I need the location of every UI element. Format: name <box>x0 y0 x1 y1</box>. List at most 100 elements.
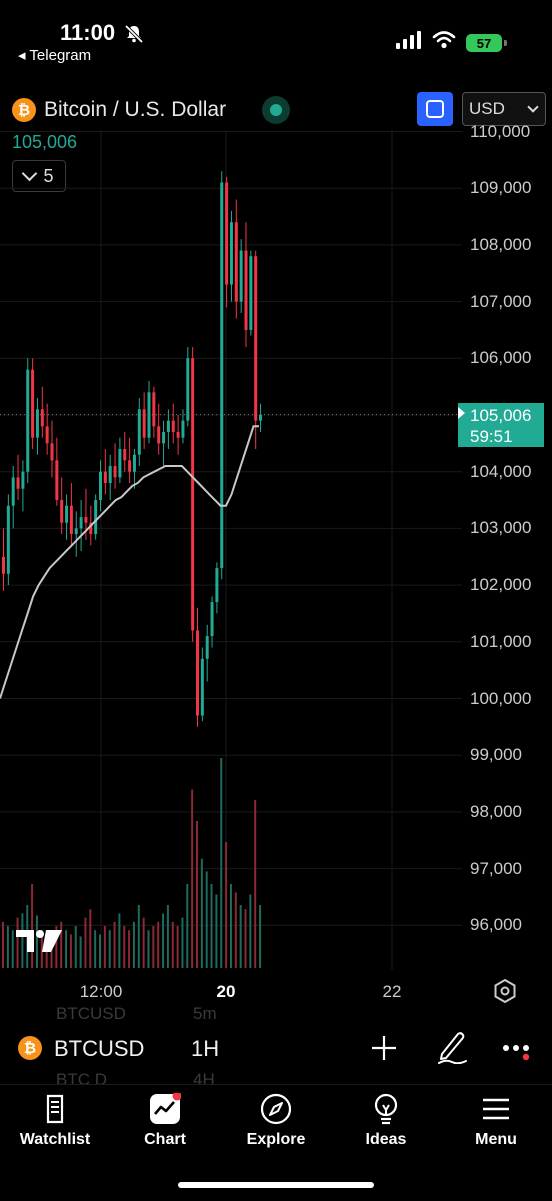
volume-bar <box>234 892 237 968</box>
volume-bar <box>35 915 38 968</box>
tab-label: Watchlist <box>19 1131 91 1148</box>
volume-bar <box>137 905 140 968</box>
price-tick-label: 98,000 <box>470 801 522 821</box>
ticker-selector[interactable]: BTCUSD <box>54 1036 145 1061</box>
compass-icon <box>260 1093 292 1125</box>
ghost-ticker-above: BTCUSD <box>56 1004 126 1023</box>
candle-body <box>74 528 78 535</box>
chart-icon <box>150 1093 181 1124</box>
candle-body <box>220 182 224 569</box>
volume-bar <box>147 930 150 968</box>
price-tick-label: 97,000 <box>470 858 522 878</box>
more-options-icon[interactable] <box>502 1036 532 1062</box>
volume-bar <box>74 926 77 968</box>
volume-bar <box>215 894 218 968</box>
lightbulb-icon <box>374 1093 398 1125</box>
cellular-signal-icon <box>396 31 421 49</box>
interval-selector[interactable]: 1H <box>191 1036 220 1061</box>
tab-chart[interactable]: Chart <box>110 1093 220 1163</box>
volume-bar <box>229 884 232 968</box>
candle-body <box>118 449 122 478</box>
volume-bar <box>65 930 68 968</box>
candle-body <box>215 568 219 603</box>
symbol-header[interactable]: ₿ Bitcoin / U.S. Dollar <box>12 94 226 126</box>
price-tick-label: 109,000 <box>470 178 532 198</box>
volume-bar <box>103 926 106 968</box>
currency-value: USD <box>469 99 505 118</box>
candle-body <box>171 420 175 433</box>
price-tick-label: 104,000 <box>470 461 532 481</box>
price-tick-label: 102,000 <box>470 575 532 595</box>
candle-body <box>94 500 98 535</box>
volume-bar <box>89 909 92 968</box>
price-axis[interactable]: 110,000 109,000 108,000 107,000 106,000 104,0… <box>462 0 552 1000</box>
candle-body <box>6 505 10 574</box>
plus-icon[interactable] <box>370 1034 398 1062</box>
candle-body <box>142 409 146 438</box>
time-axis[interactable]: 12:00 20 22 <box>0 978 460 1006</box>
current-price-label: 105,006 <box>470 406 532 425</box>
candle-body <box>162 432 166 444</box>
volume-bar <box>118 913 121 968</box>
watchlist-icon <box>46 1094 64 1124</box>
volume-bar <box>200 858 203 968</box>
price-tick-label: 99,000 <box>470 745 522 765</box>
volume-bar <box>128 930 131 968</box>
price-tick-label: 110,000 <box>470 121 531 141</box>
status-bar: 11:00 ◂ Telegram 57 <box>0 0 552 70</box>
time-label: 22 <box>382 982 402 1001</box>
tab-label: Chart <box>144 1131 186 1148</box>
volume-bar <box>11 930 14 968</box>
time-label: 20 <box>216 982 236 1001</box>
candle-body <box>11 477 15 506</box>
volume-bar <box>176 926 179 968</box>
tab-explore[interactable]: Explore <box>221 1093 331 1163</box>
volume-bar <box>171 921 174 968</box>
indicators-toggle-button[interactable]: 5 <box>12 160 66 192</box>
candle-body <box>249 256 253 330</box>
tab-ideas[interactable]: Ideas <box>331 1093 441 1163</box>
candle-body <box>196 630 199 716</box>
candle-body <box>166 420 170 433</box>
tab-label: Ideas <box>365 1131 407 1148</box>
candle-body <box>108 466 112 484</box>
volume-bar <box>210 884 213 968</box>
price-tick-label: 108,000 <box>470 234 532 254</box>
volume-bar <box>254 800 257 968</box>
candle-body <box>21 471 25 489</box>
volume-bar <box>2 921 4 968</box>
candle-body <box>128 460 132 472</box>
candle-body <box>244 250 248 330</box>
tab-menu[interactable]: Menu <box>441 1093 551 1163</box>
market-open-indicator <box>262 96 290 124</box>
volume-bar <box>60 921 63 968</box>
tab-watchlist[interactable]: Watchlist <box>0 1093 110 1163</box>
candle-body <box>60 500 64 523</box>
auto-scale-button[interactable] <box>417 92 453 126</box>
home-indicator <box>178 1182 374 1188</box>
price-tick-label: 100,000 <box>470 688 532 708</box>
candle-body <box>152 392 156 427</box>
candle-body <box>89 522 93 535</box>
chart-settings-icon[interactable] <box>492 978 518 1004</box>
candle-body <box>132 454 136 472</box>
candle-body <box>55 460 59 501</box>
candle-body <box>200 658 204 716</box>
drawing-tools-icon[interactable] <box>436 1030 468 1064</box>
volume-bar <box>186 884 189 968</box>
volume-bar <box>162 913 165 968</box>
volume-bar <box>244 909 247 968</box>
currency-select[interactable]: USD <box>462 92 546 126</box>
tab-label: Explore <box>246 1131 306 1148</box>
volume-bar <box>99 934 101 968</box>
volume-bar <box>191 789 194 968</box>
volume-bar <box>21 913 24 968</box>
volume-bar <box>69 934 72 968</box>
price-chart[interactable] <box>0 130 552 970</box>
candle-body <box>181 420 185 438</box>
moving-average-line <box>0 425 259 699</box>
candle-body <box>31 369 35 438</box>
back-to-app-link[interactable]: ◂ Telegram <box>18 47 92 64</box>
price-tick-label: 106,000 <box>470 348 532 368</box>
candle-body <box>234 222 238 302</box>
